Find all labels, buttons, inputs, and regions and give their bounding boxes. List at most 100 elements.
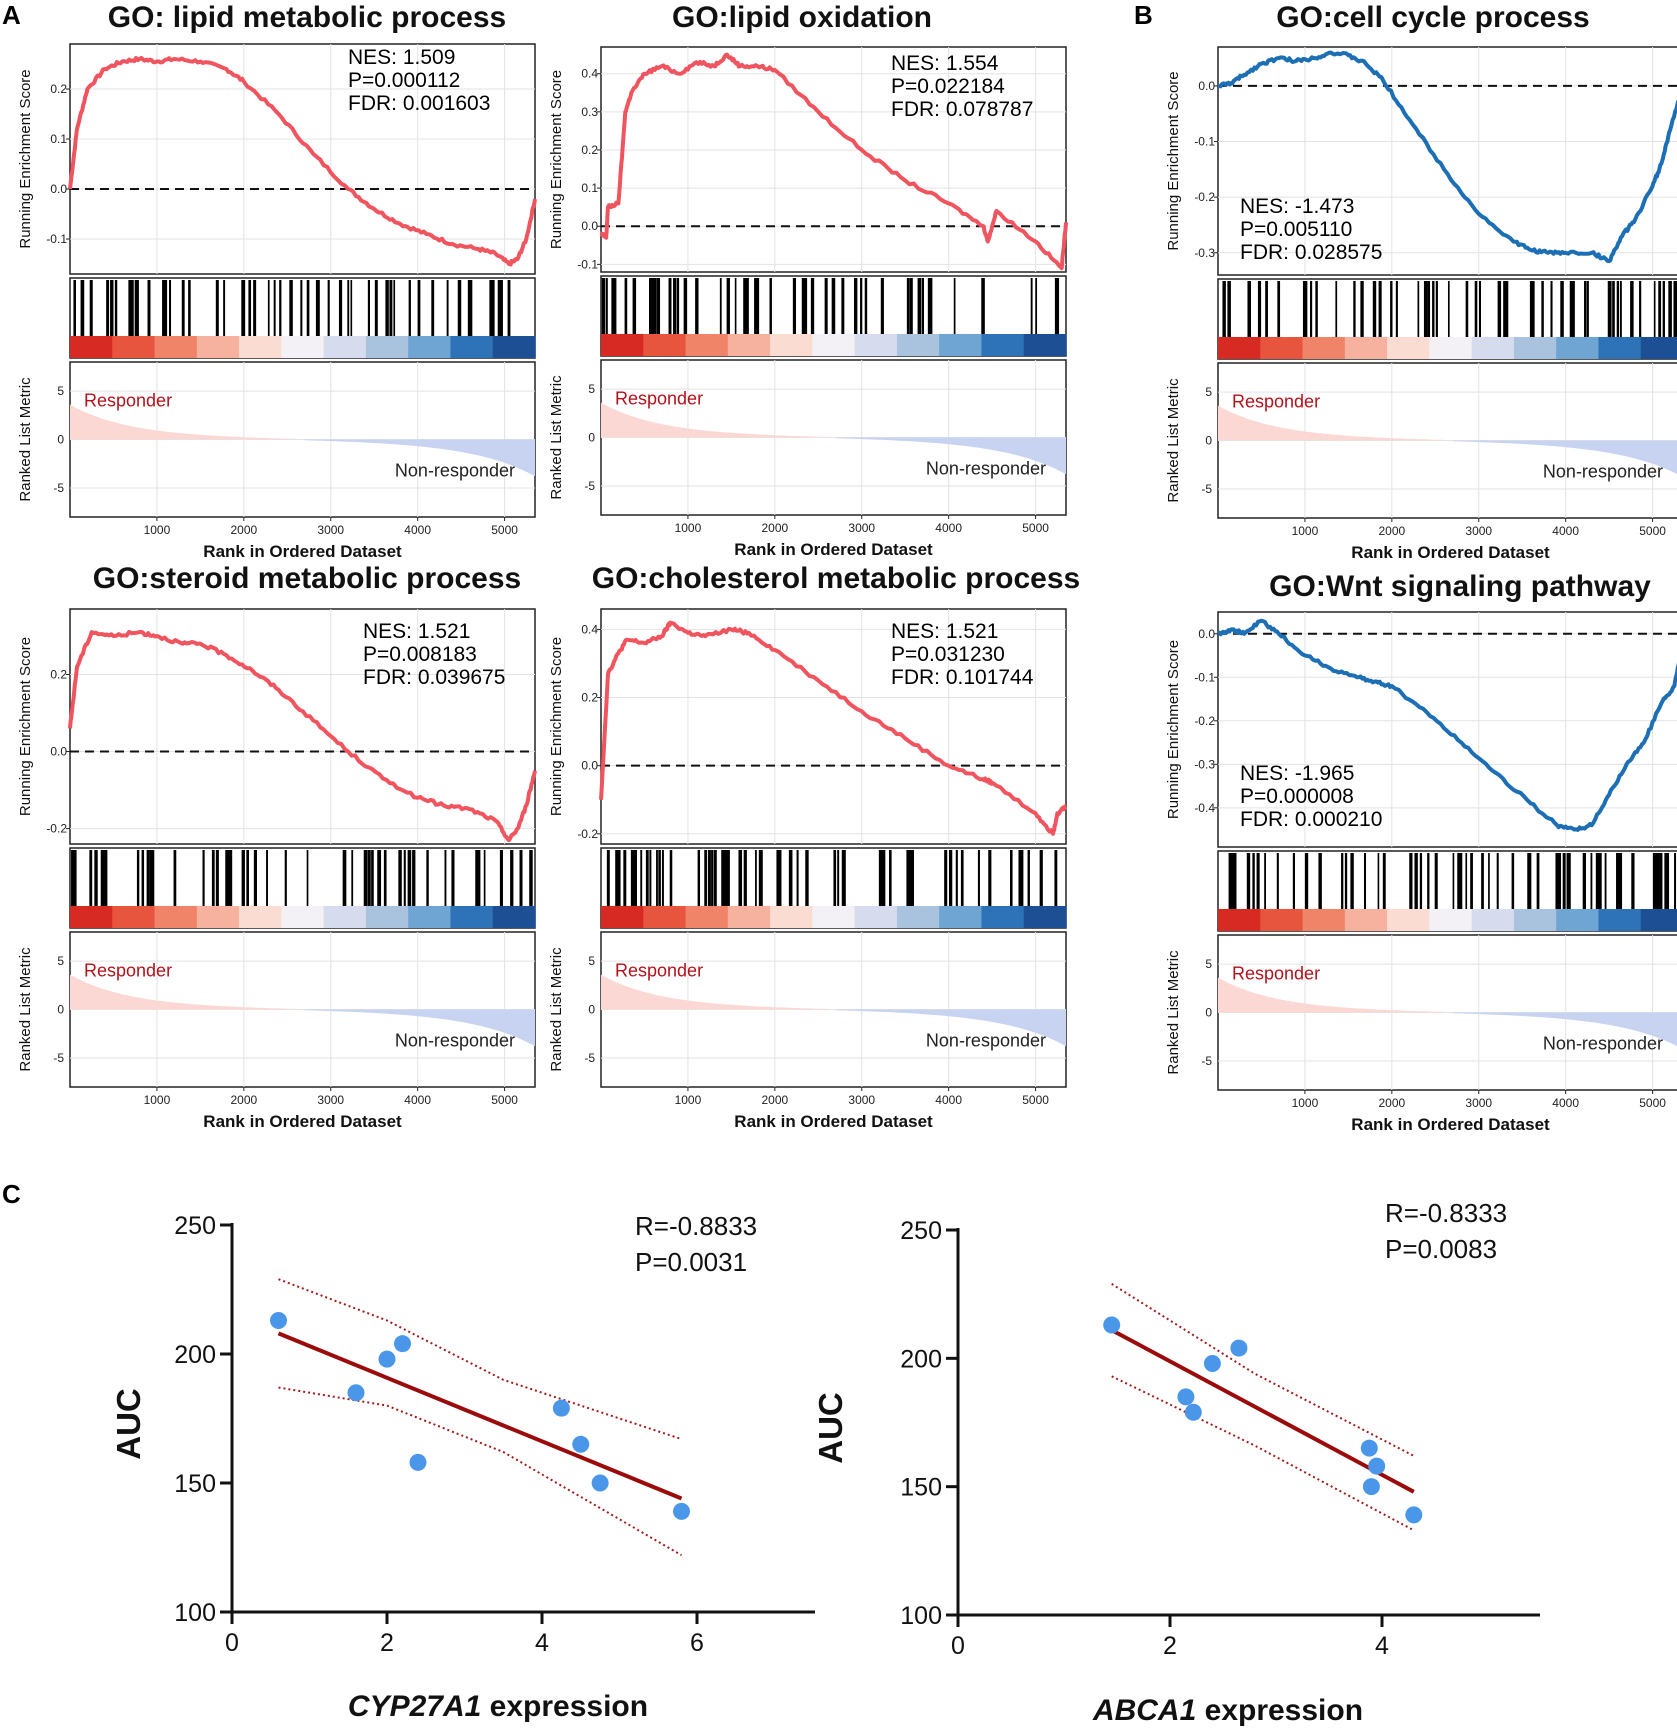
y-tick-label: -0.1 (577, 257, 598, 271)
rank-color-strip-segment (1556, 909, 1600, 931)
x-tick-label: 4 (535, 1629, 549, 1657)
rank-color-strip-segment (239, 336, 282, 358)
rank-color-strip-segment (727, 334, 771, 356)
x-tick-label: 1000 (1292, 1096, 1319, 1110)
rank-color-strip-segment (1023, 906, 1067, 928)
x-tick-label: 1000 (675, 1093, 702, 1107)
responder-metric-fill (601, 402, 827, 438)
data-point (378, 1350, 396, 1368)
metric-tick-label: 0 (57, 433, 64, 447)
y-tick-label: -0.3 (1194, 757, 1215, 771)
x-tick-label: 4000 (404, 1093, 431, 1107)
rank-color-strip-segment (1302, 909, 1346, 931)
enrichment-y-axis-label: Running Enrichment Score (17, 637, 34, 816)
rank-color-strip-segment (1387, 909, 1430, 931)
responder-label: Responder (84, 391, 172, 411)
metric-tick-label: 0 (1205, 1006, 1212, 1020)
y-tick-label: 0.0 (581, 219, 598, 233)
metric-tick-label: -5 (1201, 482, 1212, 496)
x-axis-label: Rank in Ordered Dataset (734, 1112, 933, 1131)
y-tick-label: 0.2 (581, 143, 598, 157)
rank-color-strip-segment (601, 906, 644, 928)
x-tick-label: 5000 (1639, 1096, 1666, 1110)
y-tick-label: -0.4 (1194, 801, 1215, 815)
x-tick-label: 3000 (317, 1093, 344, 1107)
fdr-label: FDR: 0.000210 (1240, 808, 1382, 831)
rank-color-strip-segment (685, 334, 729, 356)
rank-color-strip-segment (854, 906, 898, 928)
x-axis-label: CYP27A1 expression (348, 1690, 648, 1723)
metric-tick-label: 0 (1205, 434, 1212, 448)
y-tick-label: 250 (174, 1212, 216, 1240)
y-tick-label: 150 (174, 1470, 216, 1498)
p-value-label: P=0.022184 (891, 75, 1005, 98)
fdr-label: FDR: 0.101744 (891, 666, 1034, 689)
data-point (1103, 1316, 1121, 1334)
rank-color-strip-segment (1556, 337, 1600, 359)
nonresponder-metric-fill (835, 1009, 1066, 1047)
y-tick-label: -0.2 (577, 827, 598, 841)
x-tick-label: 3000 (848, 1093, 875, 1107)
rank-color-strip-segment (1302, 337, 1346, 359)
gsea-panel-3: GO:cholesterol metabolic process 0.4 0.2 0.… (548, 562, 1080, 1131)
data-point (1177, 1388, 1195, 1406)
nonresponder-metric-fill (835, 437, 1066, 475)
metric-tick-label: -5 (584, 479, 595, 493)
data-point (1405, 1506, 1423, 1524)
running-enrichment-curve (68, 55, 537, 267)
y-axis-label: AUC (110, 1388, 147, 1460)
x-tick-label: 2000 (761, 521, 788, 535)
rank-color-strip-segment (1640, 337, 1677, 359)
regression-line (1110, 1328, 1415, 1494)
x-tick-label: 6 (690, 1629, 704, 1657)
y-tick-label: 0.2 (581, 691, 598, 705)
x-tick-label: 1000 (144, 1093, 171, 1107)
rank-color-strip-segment (896, 334, 940, 356)
correlation-r-label: R=-0.8333 (1385, 1198, 1507, 1228)
x-tick-label: 5000 (1022, 521, 1049, 535)
metric-tick-label: 0 (57, 1003, 64, 1017)
y-tick-label: 0.0 (1198, 627, 1215, 641)
regression-line (277, 1331, 683, 1501)
fdr-label: FDR: 0.039675 (363, 666, 505, 689)
gsea-panel-2: GO:steroid metabolic process 0.2 0.0 -0.2 NE… (17, 562, 537, 1131)
x-tick-label: 4 (1375, 1632, 1389, 1660)
x-axis-label: Rank in Ordered Dataset (1351, 543, 1550, 562)
correlation-p-label: P=0.0083 (1385, 1234, 1497, 1264)
y-tick-label: -0.2 (1194, 714, 1215, 728)
y-tick-label: 0.1 (581, 181, 598, 195)
rank-color-strip-segment (323, 906, 367, 928)
metric-y-axis-label: Ranked List Metric (1165, 378, 1182, 503)
rank-color-strip-segment (112, 336, 156, 358)
x-axis-label: Rank in Ordered Dataset (203, 1112, 402, 1131)
responder-metric-fill (1218, 405, 1444, 441)
rank-color-strip-segment (365, 906, 409, 928)
rank-color-strip-segment (601, 334, 644, 356)
enrichment-y-axis-label: Running Enrichment Score (548, 637, 565, 816)
rank-color-strip-segment (770, 334, 813, 356)
data-point (1360, 1439, 1378, 1457)
nonresponder-label: Non-responder (1543, 1034, 1663, 1054)
data-point (409, 1453, 427, 1471)
data-point (394, 1335, 411, 1353)
x-tick-label: 2 (1163, 1632, 1177, 1660)
panel-label-a: A (2, 0, 21, 30)
rank-color-strip-segment (196, 336, 240, 358)
x-axis-label: Rank in Ordered Dataset (203, 542, 402, 561)
gsea-title: GO:cell cycle process (1276, 1, 1590, 34)
rank-color-strip-segment (727, 906, 771, 928)
enrichment-y-axis-label: Running Enrichment Score (17, 69, 34, 248)
running-enrichment-curve (1216, 618, 1677, 832)
rank-color-strip-segment (492, 336, 536, 358)
rank-color-strip-segment (1218, 909, 1261, 931)
enrichment-plot-frame (600, 608, 1067, 845)
data-point (673, 1502, 690, 1520)
y-tick-label: -0.1 (46, 232, 67, 246)
x-axis-label-suffix: expression (481, 1690, 648, 1723)
y-tick-label: 250 (900, 1217, 942, 1245)
nonresponder-label: Non-responder (395, 461, 515, 481)
rank-color-strip-segment (154, 906, 198, 928)
correlation-r-label: R=-0.8833 (635, 1211, 757, 1241)
y-tick-label: 0.0 (50, 182, 67, 196)
scatter-panel-1: 100 150 200 250 0 2 4 R=-0.8333 P=0.0083 AUC ABCA1… (812, 1198, 1540, 1727)
